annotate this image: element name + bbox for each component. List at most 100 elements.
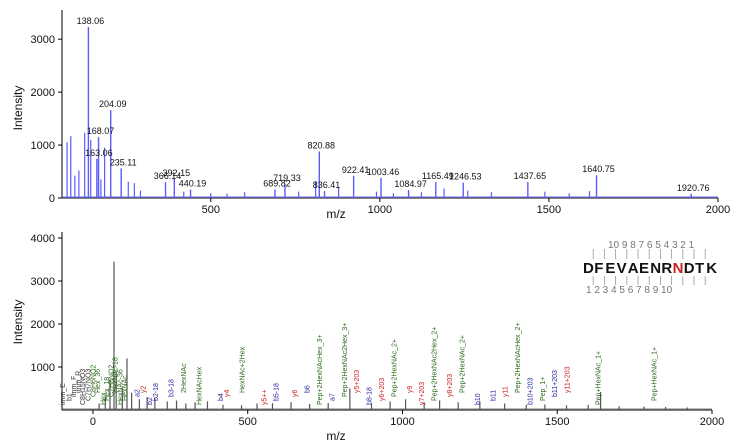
bottom-peak-annotation: b11 [490,390,497,401]
top-peak-label: 1437.65 [514,171,547,181]
top-peak-label: 1165.49 [422,171,454,181]
top-y-tick-label: 3000 [31,34,55,46]
sequence-top-numbers: 10 9 8 7 6 5 4 3 2 1 [608,240,695,251]
bottom-peak-annotation: Pep+HexNAc_1+ [596,351,603,405]
bottom-peak-annotation: HexNAcHex [196,366,203,405]
bottom-peak-annotation: y5+203 [354,370,361,393]
bottom-y-tick-label: 2000 [31,319,55,331]
bottom-chart-x-axis-label: m/z [326,429,345,443]
bottom-peak-annotation: y2 [141,386,148,394]
bottom-peak-annotation: imm_F [71,376,78,397]
top-y-tick-label: 0 [49,193,55,205]
top-x-tick-label: 1000 [368,204,392,216]
bottom-peak-annotation: C7H8NO2 [108,365,115,397]
top-peak-label: 689.82 [263,179,291,189]
top-peak-label: 836.41 [313,180,341,190]
bottom-peak-annotation: y6+203 [379,378,386,401]
bottom-chart-axes: 1000 2000 3000 4000 0 500 1000 1500 2000 [31,232,724,428]
bottom-peak-annotation: b8-18 [367,387,374,405]
top-peak-label: 1003.46 [367,167,400,177]
bottom-peak-annotation: HexNAc [122,375,129,401]
bottom-peak-annotation: Hex_36 [95,369,102,393]
bottom-peak-annotation: HexNAc-36 [117,369,124,405]
bottom-peak-annotation: C8H15NO3 [80,369,87,405]
bottom-peak-annotation: Pep+2HexNAc2Hex_2+ [432,327,439,401]
bottom-peak-annotation: y6 [292,390,299,398]
bottom-peak-annotation: Hex [100,392,107,405]
top-peak-label: 163.06 [85,148,113,158]
top-x-tick-label: 500 [202,204,220,216]
bottom-peak-annotation: HexNAc+2Hex [240,346,247,393]
top-peak-label: 1084.97 [394,179,427,189]
bottom-x-tick-label: 0 [90,416,96,428]
bottom-x-tick-label: 1000 [390,416,414,428]
bottom-peak-annotation: Pep_1+ [540,377,547,401]
sequence-residue: A [628,260,639,277]
bottom-peak-annotation: C8H6NO2 [90,365,97,397]
bottom-peak-annotation: b10+203 [527,377,534,405]
top-peak-label: 922.41 [342,165,370,175]
bottom-peak-annotation: a2 [134,389,141,397]
bottom-y-tick-label: 4000 [31,233,55,245]
bottom-y-tick-label: 3000 [31,276,55,288]
bottom-peak-annotation: Pep+2HexNAc2Hex_3+ [342,323,349,397]
bottom-peak-annotation: imm_R [76,371,83,393]
bottom-peak-annotation: Pep+2HexNAcHex_3+ [317,335,324,405]
bottom-peak-annotation: C7H7NO3 [85,369,92,401]
bottom-peak-annotation: b3-18 [168,379,175,397]
top-peak-label: 138.06 [77,16,105,26]
bottom-peak-annotation: a7 [329,393,336,401]
bottom-peak-annotation: y7+203 [419,382,426,405]
bottom-peak-annotation: Pep+2HexNAc_2+ [391,339,398,397]
sequence-residue: R [661,260,672,277]
top-peak-label: 204.09 [99,99,127,109]
top-y-tick-label: 1000 [31,140,55,152]
bottom-peak-annotation: b2-18 [153,383,160,401]
top-chart-axes: 0 1000 2000 3000 500 1000 1500 2000 [31,10,730,216]
sequence-bottom-numbers: 1 2 3 4 5 6 7 8 9 10 [586,285,673,296]
bottom-peak-annotation: y5++ [261,389,268,405]
bottom-chart-peaks [62,261,712,410]
top-y-tick-label: 2000 [31,87,55,99]
bottom-peak-annotation: y4 [224,390,231,398]
bottom-x-tick-label: 2000 [700,416,724,428]
bottom-peak-annotation: imm_E [60,383,67,405]
bottom-peak-annotation: y8+203 [447,374,454,397]
bottom-peak-annotation: y11+203 [565,366,572,393]
top-peak-label: 168.07 [87,126,115,136]
bottom-chart-y-axis-label: Intensity [11,300,25,345]
top-peak-label: 392.15 [163,168,191,178]
sequence-residue: T [695,260,704,277]
bottom-peak-annotation: Hex_18 [104,377,111,401]
sequence-residue: F [594,260,603,277]
top-chart-x-axis-label: m/z [326,207,345,221]
bottom-peak-annotation: Pep+2HexNAc_2+ [459,335,466,393]
sequence-residue: E [639,260,649,277]
top-peak-label: 366.14 [154,171,182,181]
top-peak-label: 1920.76 [677,183,710,193]
sequence-residue: N [673,260,684,277]
bottom-peak-annotation: y11 [503,386,510,397]
sequence-residue: N [650,260,661,277]
sequence-residue: E [605,260,615,277]
top-peak-label: 1640.75 [582,164,615,174]
top-peak-label: 820.88 [308,140,336,150]
top-peak-label: 440.19 [179,179,207,189]
peptide-sequence-diagram: 10 9 8 7 6 5 4 3 2 1D F E V A E N R N D T K1 2 3 4 … [583,240,717,296]
top-peak-label: 235.11 [110,157,137,167]
bottom-peak-annotation: Pep+2HexNAcHex_2+ [515,323,522,393]
bottom-y-tick-label: 1000 [31,362,55,374]
sequence-residue: D [583,260,594,277]
bottom-peak-annotation: b5-18 [274,383,281,401]
bottom-x-tick-label: 500 [239,416,257,428]
top-chart-y-axis-label: Intensity [11,86,25,131]
bottom-peak-annotation: Pep+HexNAc_1+ [651,347,658,401]
bottom-chart-annotations: imm_E b1imm_Fimm_RC8H15NO3C7H7NO3C8H6NO2H… [60,323,658,405]
sequence-residue: V [617,260,627,277]
bottom-peak-annotation: 2HexNAc [181,363,188,393]
bottom-peak-annotation: b2 [147,397,154,405]
bottom-peak-annotation: b10 [475,393,482,405]
top-peak-label: 1246.53 [449,172,482,182]
